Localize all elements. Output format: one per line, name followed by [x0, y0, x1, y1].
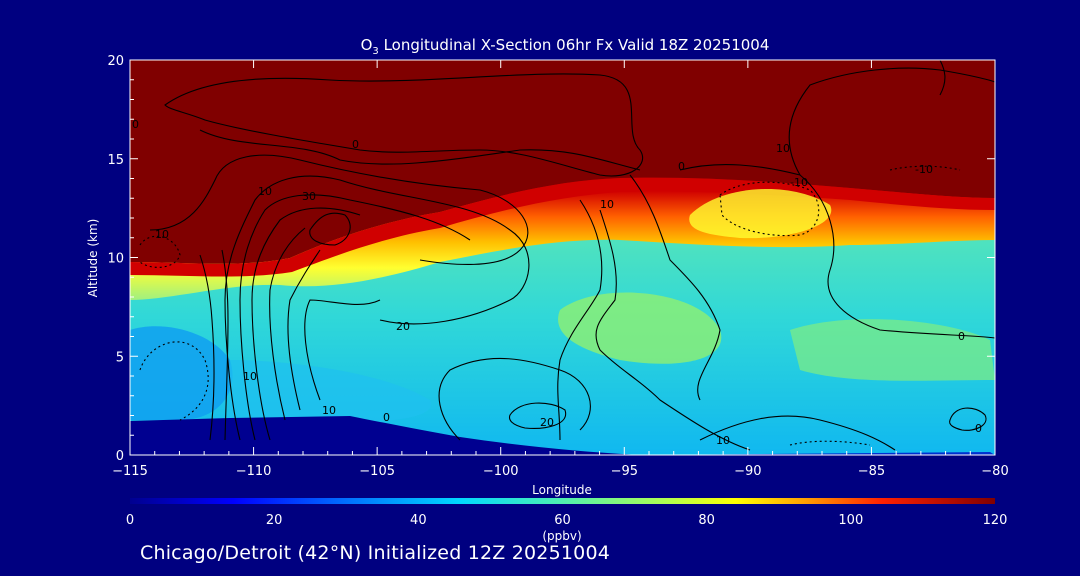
y-tick-label: 5: [116, 350, 124, 365]
contour-line: [199, 129, 641, 171]
colorbar-tick-label: 20: [266, 513, 283, 528]
colorbar-tick-label: 80: [698, 513, 715, 528]
contour-label: 0: [383, 411, 390, 424]
y-tick-label: 10: [107, 252, 124, 267]
x-tick-label: −90: [734, 464, 761, 479]
x-tick-label: −100: [483, 464, 519, 479]
dotted-contour: [139, 235, 181, 268]
contour-label: 0: [352, 138, 359, 151]
contour-line: [304, 299, 381, 401]
contour-label: 20: [540, 416, 554, 429]
contour-labels: 0 0 0 0 0 0 10 10 10 10 10 20 20 30 10 -…: [132, 118, 982, 447]
ozone-field: [130, 60, 995, 455]
contour-line: [251, 207, 361, 441]
contour-line: [149, 154, 529, 266]
contour-line: [224, 175, 530, 441]
colorbar-tick-label: 40: [410, 513, 427, 528]
x-tick-label: −110: [236, 464, 272, 479]
contour-line: [788, 67, 995, 176]
y-tick-label: 15: [107, 153, 124, 168]
contour-label: 0: [958, 330, 965, 343]
x-tick-label: −115: [112, 464, 148, 479]
x-tick-label: −95: [611, 464, 638, 479]
y-axis-label: Altitude (km): [86, 219, 100, 298]
colorbar-tick-label: 0: [126, 513, 134, 528]
contour-line: [595, 209, 751, 451]
contour-label: -10: [790, 176, 808, 189]
colorbar-tick-label: 100: [838, 513, 863, 528]
contour-line: [629, 174, 721, 401]
contour-line: [679, 164, 995, 339]
contour-line: [949, 407, 987, 431]
x-tick-label: −80: [981, 464, 1008, 479]
contour-line: [939, 60, 946, 96]
y-axis: 0 5 10 15 20: [107, 54, 995, 464]
contour-line: [309, 212, 351, 246]
ozone-dome: [689, 188, 832, 239]
contour-line: [199, 254, 215, 441]
contour-label: 10: [322, 404, 336, 417]
contour-label: 10: [155, 228, 169, 241]
y-tick-label: 20: [107, 54, 124, 69]
contour-line: [699, 415, 896, 451]
chart-title: O3 Longitudinal X-Section 06hr Fx Valid …: [361, 36, 770, 57]
colorbar-units: (ppbv): [542, 529, 581, 543]
contour-label: 10: [258, 185, 272, 198]
colorbar-tick-label: 60: [554, 513, 571, 528]
contour-line: [221, 249, 229, 441]
contour-line: [557, 199, 603, 441]
stratosphere-field: [130, 60, 995, 264]
ozone-pocket: [558, 292, 722, 364]
colorbar-tick-label: 120: [983, 513, 1008, 528]
contour-label: 20: [396, 320, 410, 333]
x-tick-label: −105: [359, 464, 395, 479]
dotted-contour: [789, 440, 871, 446]
contour-line: [164, 73, 643, 177]
terrain-surface: [130, 416, 995, 455]
footer-caption: Chicago/Detroit (42°N) Initialized 12Z 2…: [140, 542, 611, 564]
colorbar: [130, 498, 995, 504]
tropopause-edge: [130, 177, 995, 277]
terrain-surface: [640, 452, 995, 455]
x-axis: −115 −110 −105 −100 −95 −90 −85 −80: [112, 60, 1009, 479]
contour-label: 30: [302, 190, 316, 203]
contour-label: -10: [915, 163, 933, 176]
dotted-contour: [889, 165, 961, 171]
contour-line: [508, 402, 567, 429]
contour-line: [438, 357, 591, 441]
colorbar-ticks: 0 20 40 60 80 100 120: [126, 513, 1008, 528]
contour-label: 10: [776, 142, 790, 155]
contour-label: 0: [678, 160, 685, 173]
low-ozone-region: [230, 360, 432, 422]
contour-label: 10: [716, 434, 730, 447]
contour-label: 0: [132, 118, 139, 131]
contour-line: [269, 227, 306, 421]
y-tick-label: 0: [116, 449, 124, 464]
contour-line: [287, 249, 321, 411]
low-ozone-region: [130, 326, 233, 420]
contour-line: [239, 194, 471, 441]
contour-label: 10: [600, 198, 614, 211]
contour-label: 0: [975, 422, 982, 435]
contour-label: 10: [243, 370, 257, 383]
x-tick-label: −85: [858, 464, 885, 479]
contour-lines: [139, 60, 995, 451]
x-axis-label: Longitude: [532, 483, 592, 497]
